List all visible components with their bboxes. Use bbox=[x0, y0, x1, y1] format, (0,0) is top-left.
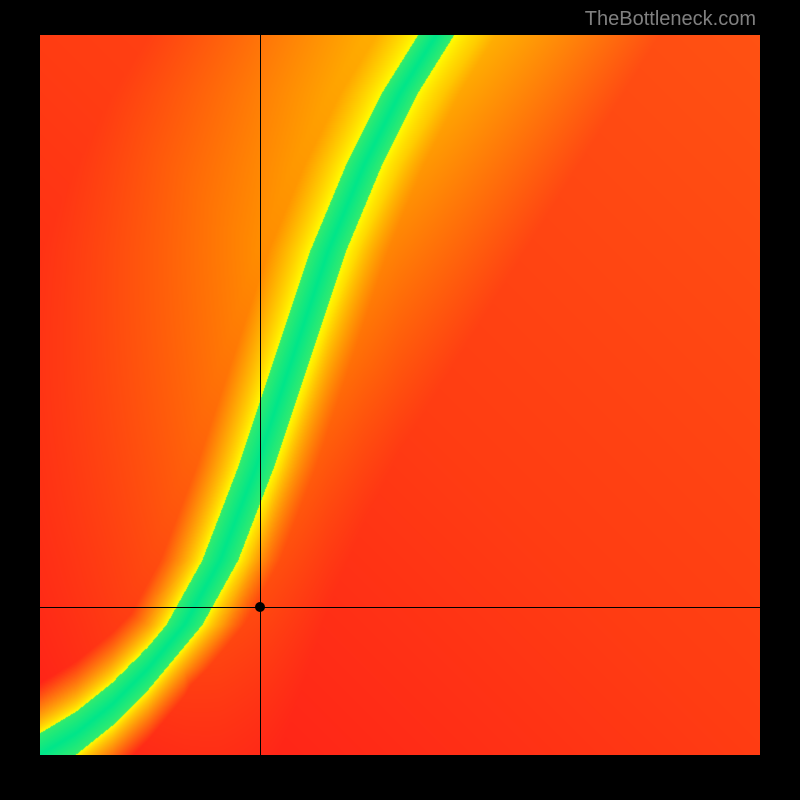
plot-area bbox=[40, 35, 760, 755]
crosshair-horizontal bbox=[40, 607, 760, 608]
crosshair-vertical bbox=[260, 35, 261, 755]
heatmap-canvas bbox=[40, 35, 760, 755]
chart-container: TheBottleneck.com bbox=[0, 0, 800, 800]
marker-point bbox=[255, 602, 265, 612]
watermark-text: TheBottleneck.com bbox=[585, 8, 756, 31]
